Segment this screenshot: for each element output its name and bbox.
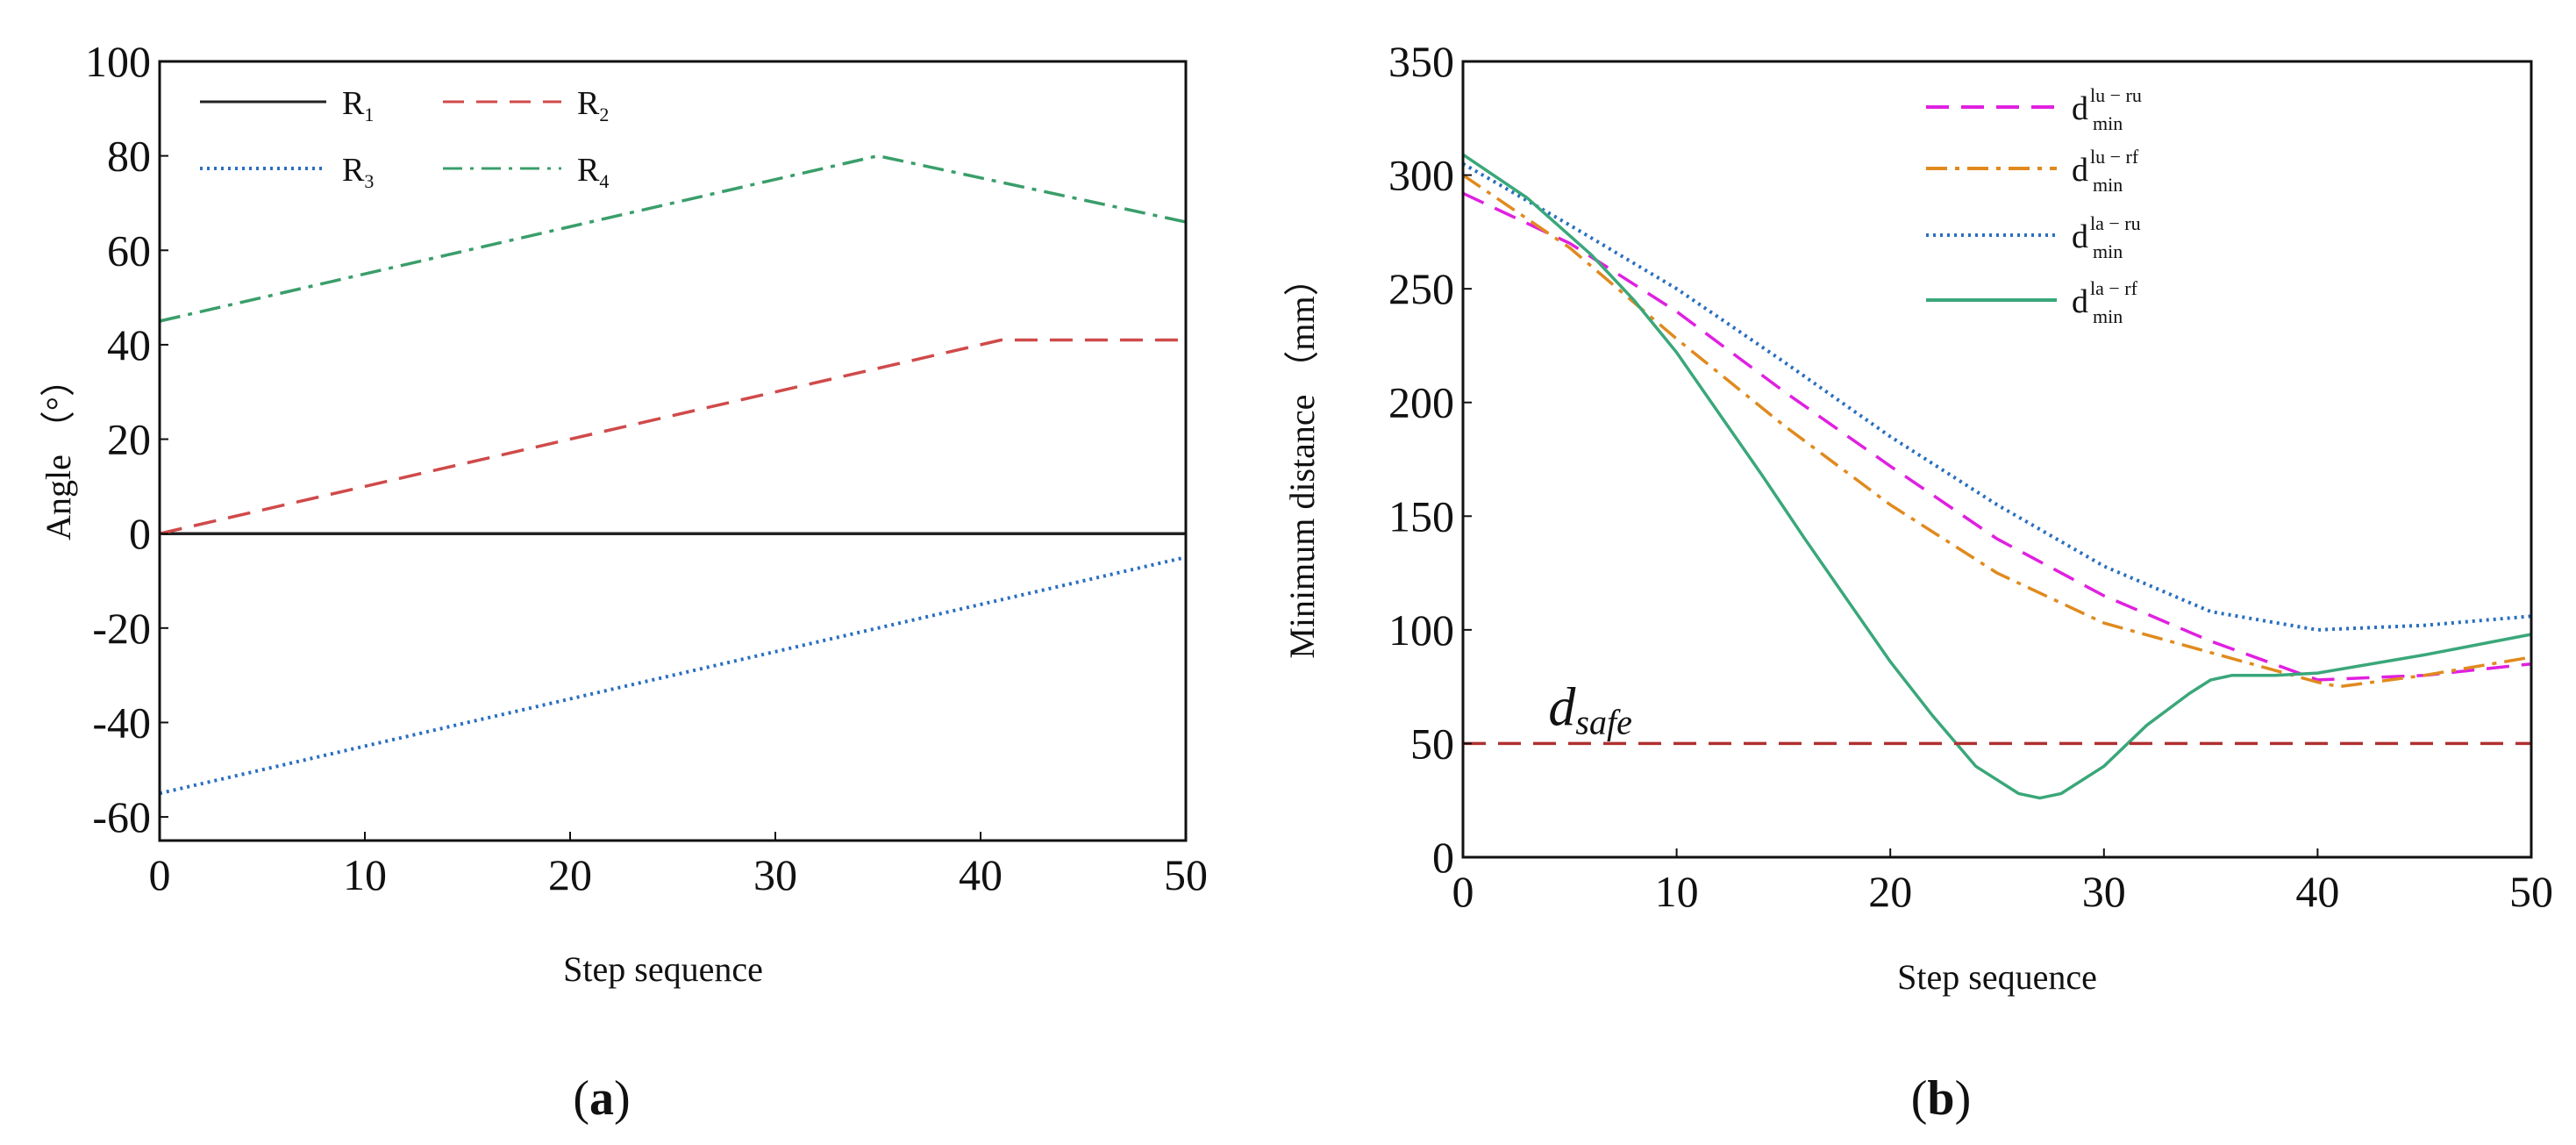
legend-entry-r4: R4 (443, 152, 609, 192)
chart-a-series-line-2 (159, 338, 1186, 535)
chart-a-ytick-label-5: 0 (129, 509, 151, 558)
chart-b-xtick-label-0: 0 (1452, 867, 1474, 916)
chart-b-series-layer (1462, 153, 2532, 800)
chart-a-frame (158, 60, 1188, 842)
legend-entry-r3: R3 (200, 152, 374, 192)
chart-b-xtick-label-5: 50 (2509, 867, 2553, 916)
legend-entry-r1: R1 (200, 85, 374, 125)
legend-entry-la-ru: dla − ru min (1926, 212, 2141, 262)
chart-a-xtick-label-0: 0 (149, 850, 171, 899)
chart-b-frame (1461, 60, 2533, 859)
chart-a-ytick-label-7: -40 (92, 698, 151, 747)
legend-label-la-rf: dla − rf min (2072, 277, 2138, 327)
chart-b-series-line-4 (1462, 153, 2532, 800)
chart-a-xlabel: Step sequence (563, 949, 763, 989)
legend-label-r1: R1 (342, 85, 374, 125)
chart-panel-a: 0 10 20 30 40 50 100 80 60 40 20 0 -20 -40 -60 R1 R2 R… (39, 37, 1208, 1126)
chart-b-ytick-label-0: 350 (1388, 37, 1454, 86)
chart-b-legend: dlu − ru min dlu − rf min dla − ru min dla … (1926, 84, 2142, 327)
chart-a-series-line-4 (159, 154, 1187, 323)
chart-b-ylabel: Minimum distance （mm） (1282, 261, 1322, 658)
chart-b-series-line-3 (1462, 161, 2532, 632)
chart-a-series-layer (159, 154, 1187, 796)
chart-a-xtick-label-4: 40 (959, 850, 1003, 899)
chart-a-ytick-label-0: 100 (85, 37, 151, 86)
chart-a-ytick-label-6: -20 (92, 604, 151, 653)
chart-b-ytick-label-1: 300 (1388, 151, 1454, 200)
chart-b-xtick-label-3: 30 (2082, 867, 2126, 916)
chart-b-ytick-label-5: 100 (1388, 605, 1454, 655)
chart-b-xtick-label-1: 10 (1655, 867, 1699, 916)
chart-a-xtick-label-3: 30 (753, 850, 797, 899)
chart-b-series-line-2 (1462, 174, 2532, 689)
chart-b-xtick-label-4: 40 (2295, 867, 2339, 916)
chart-b-xlabel: Step sequence (1897, 957, 2097, 997)
legend-label-r2: R2 (577, 85, 609, 125)
chart-a-ytick-label-2: 60 (107, 225, 151, 275)
chart-a-tick-layer: 0 10 20 30 40 50 100 80 60 40 20 0 -20 -40 -60 (85, 37, 1208, 899)
legend-label-lu-rf: dlu − rf min (2072, 146, 2139, 196)
chart-panel-b: 0 10 20 30 40 50 350 300 250 200 150 100 50 0 dlu − r… (1282, 37, 2553, 1126)
legend-entry-lu-ru: dlu − ru min (1926, 84, 2142, 134)
chart-b-panel-label: (b) (1911, 1071, 1971, 1126)
chart-a-xtick-label-1: 10 (343, 850, 387, 899)
chart-a-ytick-label-3: 40 (107, 320, 151, 369)
chart-b-ytick-label-6: 50 (1410, 719, 1454, 768)
chart-a-ytick-label-8: -60 (92, 792, 151, 841)
chart-b-ytick-label-2: 250 (1388, 264, 1454, 313)
chart-a-ytick-label-1: 80 (107, 132, 151, 181)
chart-b-series-line-1 (1462, 191, 2532, 682)
chart-b-ytick-label-7: 0 (1432, 833, 1454, 882)
legend-entry-r2: R2 (443, 85, 609, 125)
chart-a-ytick-label-4: 20 (107, 415, 151, 464)
legend-label-lu-ru: dlu − ru min (2072, 84, 2142, 134)
chart-a-xtick-label-2: 20 (548, 850, 592, 899)
chart-a-ylabel: Angle （°） (39, 361, 78, 540)
legend-entry-la-rf: dla − rf min (1926, 277, 2138, 327)
dsafe-annotation: dsafe (1548, 678, 1631, 742)
legend-label-r4: R4 (577, 152, 609, 192)
chart-a-panel-label: (a) (573, 1071, 630, 1126)
legend-label-la-ru: dla − ru min (2072, 212, 2141, 262)
chart-b-ytick-label-4: 150 (1388, 491, 1454, 540)
chart-a-xtick-label-5: 50 (1164, 850, 1208, 899)
chart-b-xtick-label-2: 20 (1868, 867, 1912, 916)
chart-a-series-line-3 (159, 555, 1187, 796)
legend-entry-lu-rf: dlu − rf min (1926, 146, 2139, 196)
legend-label-r3: R3 (342, 152, 374, 192)
chart-b-ytick-label-3: 200 (1388, 378, 1454, 427)
chart-b-tick-layer: 0 10 20 30 40 50 350 300 250 200 150 100 50 0 (1388, 37, 2553, 916)
chart-a-legend: R1 R2 R3 R4 (200, 85, 609, 192)
